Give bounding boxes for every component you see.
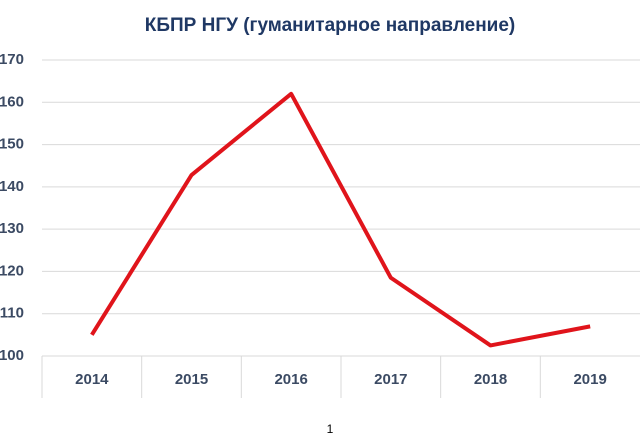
y-tick-label: 120 xyxy=(0,262,24,279)
y-tick-label: 100 xyxy=(0,347,24,364)
x-tick-label: 2018 xyxy=(474,371,507,388)
chart-title: КБПР НГУ (гуманитарное направление) xyxy=(145,15,516,36)
x-tick-label: 2016 xyxy=(274,371,307,388)
y-tick-label: 150 xyxy=(0,136,24,153)
page-number: 1 xyxy=(327,422,334,435)
data-line xyxy=(90,91,591,348)
x-tick-label: 2014 xyxy=(75,371,109,388)
y-tick-label: 170 xyxy=(0,51,24,68)
x-tick-label: 2017 xyxy=(374,371,407,388)
y-tick-label: 110 xyxy=(0,305,24,322)
x-tick-label: 2019 xyxy=(573,371,606,388)
y-tick-label: 140 xyxy=(0,178,24,195)
y-tick-label: 130 xyxy=(0,220,24,237)
y-tick-label: 160 xyxy=(0,93,24,110)
x-tick-label: 2015 xyxy=(175,371,208,388)
